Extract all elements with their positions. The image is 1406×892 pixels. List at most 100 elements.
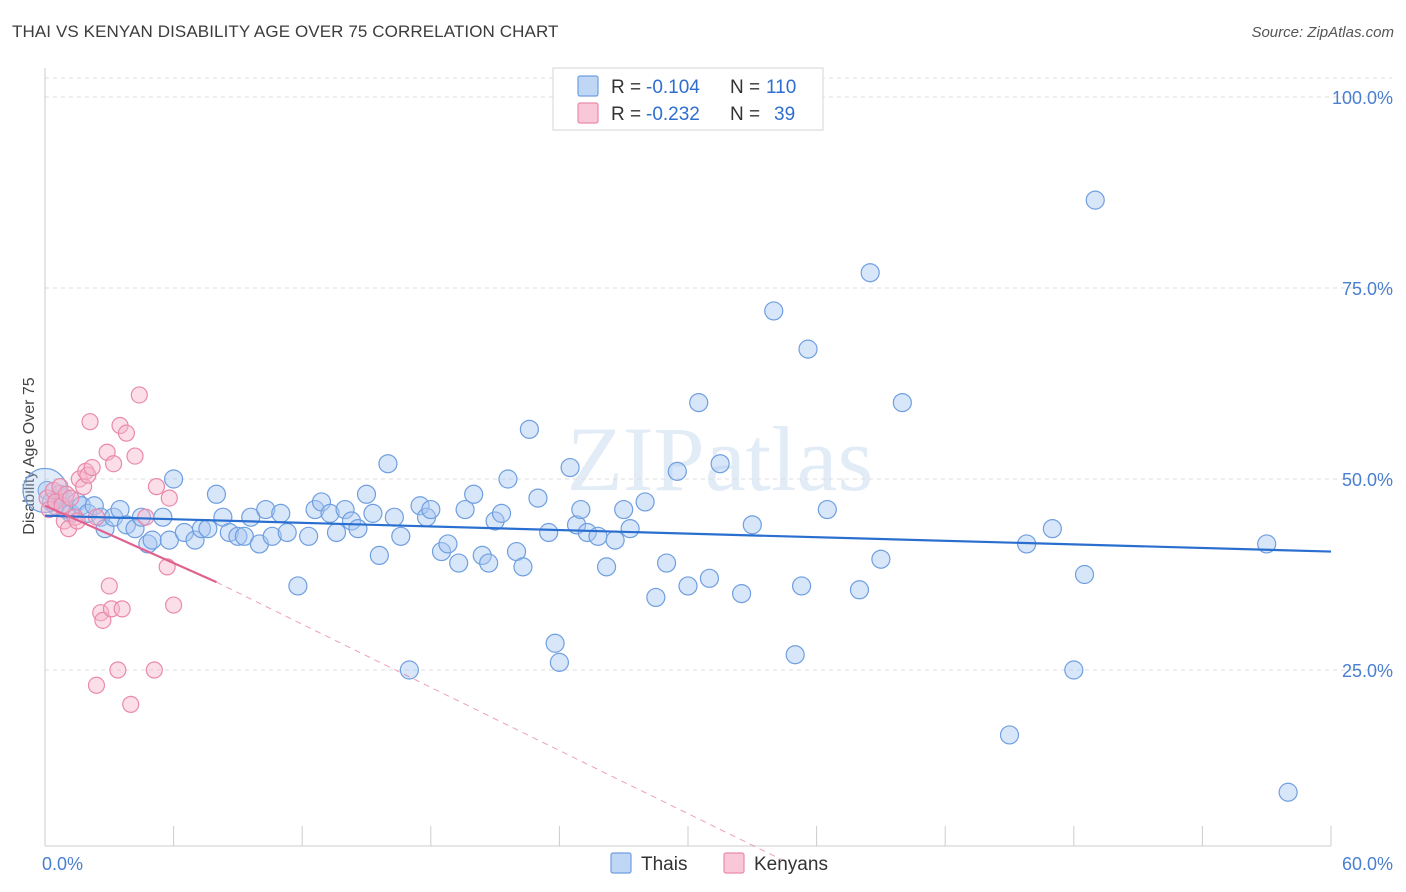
thais-point-96	[798, 339, 818, 359]
thais-point-100	[871, 549, 891, 569]
thais-point-107	[1085, 190, 1105, 210]
x-axis-ticks	[44, 826, 1332, 846]
thais-point-43	[326, 522, 347, 543]
thais-point-48	[363, 503, 383, 523]
thais-point-40	[305, 499, 325, 520]
thais-point-104	[1042, 519, 1062, 539]
thais-point-94	[785, 645, 805, 665]
y-axis-tick-labels: 100.0% 75.0% 50.0% 25.0%	[1332, 88, 1393, 681]
kenyans-point-38	[87, 676, 106, 694]
thais-point-52	[391, 526, 411, 546]
kenyans-trend-line	[44, 504, 217, 584]
thais-point-65	[491, 503, 512, 523]
thais-point-63	[479, 553, 499, 573]
thais-point-95	[791, 576, 812, 596]
thais-point-37	[277, 522, 297, 543]
thais-point-90	[710, 454, 730, 474]
thais-point-50	[378, 454, 398, 474]
thais-point-97	[817, 499, 837, 520]
kenyans-point-22	[100, 577, 118, 595]
series-legend-swatch-thais	[610, 852, 632, 874]
kenyans-point-17	[83, 458, 101, 477]
thais-point-85	[656, 553, 677, 573]
thais-point-27	[206, 484, 227, 504]
kenyans-point-24	[104, 455, 123, 473]
kenyans-point-16	[81, 413, 99, 431]
thais-point-80	[605, 530, 625, 550]
thais-point-42	[320, 503, 340, 523]
thais-point-49	[369, 545, 389, 566]
correlation-legend: R = -0.104 N = 110 R = -0.232 N = 39	[552, 67, 824, 131]
thais-point-56	[421, 499, 441, 520]
kenyans-point-9	[62, 489, 80, 507]
trend-lines	[44, 504, 1332, 862]
kenyans-point-34	[147, 478, 166, 496]
thais-point-108	[1257, 534, 1277, 554]
x-tick-label-max: 60.0%	[1342, 854, 1393, 874]
thais-point-77	[577, 522, 597, 543]
legend-n-value-kenyans: 39	[774, 104, 795, 125]
kenyans-points	[38, 386, 183, 713]
legend-r-value-thais: -0.104	[646, 77, 700, 98]
thais-point-98	[849, 580, 870, 600]
legend-r-label-kenyans: R =	[611, 104, 641, 125]
watermark: ZIPatlas	[567, 408, 874, 510]
thais-point-36	[271, 503, 291, 523]
thais-point-21	[159, 530, 179, 550]
y-tick-label-25: 25.0%	[1342, 661, 1393, 681]
thais-point-38	[288, 576, 308, 596]
series-legend: Thais Kenyans	[610, 852, 828, 875]
legend-r-label-thais: R =	[611, 77, 641, 98]
thais-point-35	[262, 526, 282, 546]
series-legend-label-thais: Thais	[641, 854, 687, 875]
chart-title: THAI VS KENYAN DISABILITY AGE OVER 75 CO…	[12, 22, 559, 41]
thais-point-82	[620, 519, 640, 539]
thais-point-20	[153, 507, 173, 527]
thais-point-101	[892, 393, 912, 413]
kenyans-point-32	[137, 508, 155, 526]
thais-point-73	[549, 652, 570, 672]
thais-point-45	[341, 511, 362, 531]
thais-point-58	[438, 534, 458, 554]
thais-point-87	[678, 576, 698, 596]
kenyans-point-28	[117, 424, 136, 442]
legend-n-value-thais: 110	[766, 77, 796, 98]
thais-point-106	[1074, 564, 1095, 585]
thais-point-69	[519, 419, 539, 439]
thais-point-68	[513, 557, 533, 577]
kenyans-trend-extension	[216, 581, 785, 862]
kenyans-point-30	[126, 447, 144, 465]
kenyans-point-20	[94, 611, 112, 629]
thais-point-44	[335, 499, 355, 520]
thais-point-22	[164, 469, 184, 489]
series-legend-swatch-kenyans	[723, 852, 745, 874]
thais-point-60	[455, 499, 475, 520]
kenyans-point-29	[122, 695, 140, 713]
thais-point-62	[472, 545, 492, 566]
series-legend-label-kenyans: Kenyans	[754, 854, 828, 875]
thais-point-51	[384, 507, 404, 527]
thais-point-89	[699, 568, 720, 588]
thais-point-109	[1278, 782, 1298, 802]
thais-point-26	[198, 519, 218, 539]
kenyans-point-31	[130, 386, 148, 404]
thais-point-79	[596, 557, 617, 577]
thais-point-10	[84, 496, 104, 516]
legend-n-label-thais: N =	[730, 77, 760, 98]
thais-point-93	[764, 301, 784, 321]
thais-point-54	[410, 496, 430, 516]
legend-r-value-kenyans: -0.232	[646, 104, 700, 125]
thais-point-64	[485, 511, 505, 531]
thais-point-19	[142, 530, 162, 550]
thais-point-70	[528, 488, 548, 508]
thais-point-102	[999, 725, 1020, 745]
legend-n-label-kenyans: N =	[730, 104, 760, 125]
legend-swatch-thais	[577, 75, 599, 97]
thais-point-46	[348, 519, 368, 539]
thais-point-76	[571, 499, 591, 520]
thais-point-86	[667, 461, 687, 481]
thais-point-84	[646, 587, 666, 608]
chart-source: Source: ZipAtlas.com	[1251, 24, 1394, 41]
thais-trend-line	[44, 514, 1332, 553]
